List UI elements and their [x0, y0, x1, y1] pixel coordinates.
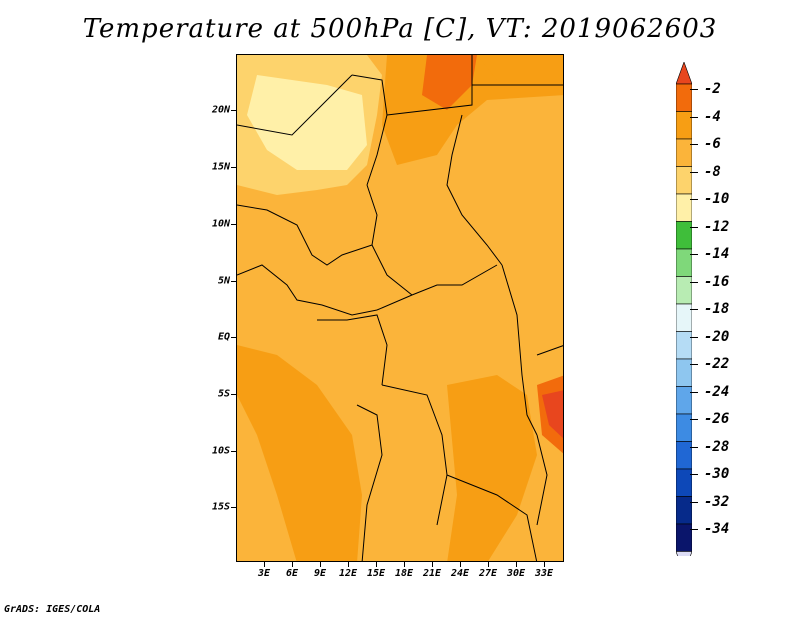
colorbar-label: -8 [704, 164, 721, 180]
lon-label: 9E [313, 568, 327, 579]
lat-tick [231, 281, 236, 282]
colorbar-tick [690, 447, 698, 448]
lon-label: 24E [450, 568, 470, 579]
grads-credit: GrADS: IGES/COLA [4, 604, 101, 615]
lon-tick [292, 562, 293, 567]
colorbar-tick [690, 392, 698, 393]
lon-label: 6E [285, 568, 299, 579]
colorbar-swatch [676, 331, 692, 360]
colorbar-swatch [676, 166, 692, 195]
colorbar-swatch [676, 441, 692, 470]
lon-label: 15E [366, 568, 386, 579]
colorbar-tick [690, 309, 698, 310]
colorbar-label: -14 [704, 246, 730, 262]
lon-tick [460, 562, 461, 567]
colorbar-tick [690, 337, 698, 338]
colorbar-tick [690, 529, 698, 530]
colorbar-tick [690, 199, 698, 200]
colorbar-label: -26 [704, 411, 730, 427]
colorbar-label: -12 [704, 219, 730, 235]
colorbar-swatch [676, 221, 692, 250]
colorbar-tick [690, 254, 698, 255]
colorbar-label: -4 [704, 109, 721, 125]
lon-tick [320, 562, 321, 567]
colorbar-swatch [676, 386, 692, 415]
colorbar-tick [690, 117, 698, 118]
lat-tick [231, 110, 236, 111]
colorbar-label: -20 [704, 329, 730, 345]
lat-label: 5N [217, 275, 230, 287]
colorbar-tick [690, 172, 698, 173]
colorbar-tick [690, 144, 698, 145]
lon-label: 3E [257, 568, 271, 579]
colorbar-label: -34 [704, 521, 730, 537]
colorbar-label: -10 [704, 191, 730, 207]
colorbar-label: -6 [704, 136, 721, 152]
lat-tick [231, 224, 236, 225]
colorbar-label: -30 [704, 466, 730, 482]
colorbar-label: -18 [704, 301, 730, 317]
colorbar-swatch [676, 276, 692, 305]
lon-tick [376, 562, 377, 567]
colorbar-swatch [676, 111, 692, 140]
colorbar-label: -16 [704, 274, 730, 290]
lon-label: 12E [338, 568, 358, 579]
colorbar-swatch [676, 496, 692, 525]
lon-label: 27E [478, 568, 498, 579]
colorbar-label: -32 [704, 494, 730, 510]
lat-label: 15N [211, 161, 230, 173]
lon-label: 33E [534, 568, 554, 579]
lat-tick [231, 167, 236, 168]
lat-label: 10S [211, 445, 230, 457]
colorbar-label: -2 [704, 81, 721, 97]
lon-tick [348, 562, 349, 567]
lon-tick [432, 562, 433, 567]
colorbar-tick [690, 89, 698, 90]
lon-label: 18E [394, 568, 414, 579]
lon-tick [516, 562, 517, 567]
lat-tick [231, 394, 236, 395]
map-panel [236, 54, 564, 562]
lon-tick [264, 562, 265, 567]
lon-label: 30E [506, 568, 526, 579]
lon-label: 21E [422, 568, 442, 579]
colorbar-label: -22 [704, 356, 730, 372]
lon-tick [488, 562, 489, 567]
temperature-field [237, 55, 563, 561]
lat-label: 15S [211, 501, 230, 513]
lat-tick [231, 451, 236, 452]
colorbar-label: -24 [704, 384, 730, 400]
lat-tick [231, 337, 236, 338]
lat-label: 5S [217, 388, 230, 400]
lon-tick [544, 562, 545, 567]
colorbar-tick [690, 474, 698, 475]
map-title: Temperature at 500hPa [C], VT: 201906260… [82, 14, 718, 44]
colorbar-swatch [676, 62, 692, 85]
colorbar-swatch [676, 551, 692, 556]
colorbar-tick [690, 419, 698, 420]
lat-tick [231, 507, 236, 508]
colorbar-tick [690, 282, 698, 283]
colorbar-label: -28 [704, 439, 730, 455]
lat-label: EQ [217, 331, 230, 343]
colorbar-tick [690, 227, 698, 228]
lat-label: 10N [211, 218, 230, 230]
colorbar-tick [690, 364, 698, 365]
lat-label: 20N [211, 104, 230, 116]
colorbar [676, 62, 692, 556]
lon-tick [404, 562, 405, 567]
colorbar-tick [690, 502, 698, 503]
